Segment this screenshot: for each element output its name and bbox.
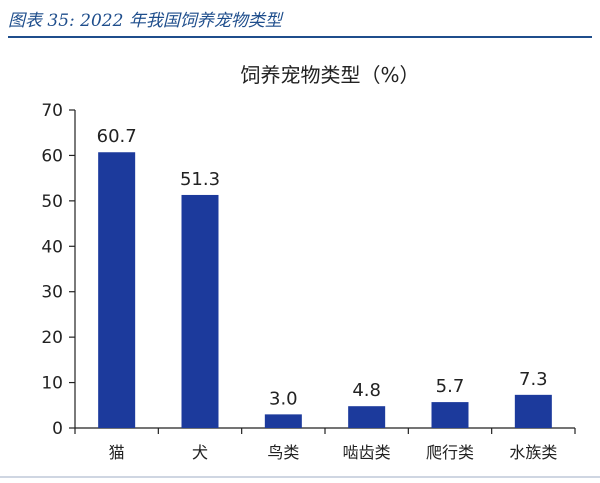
y-tick-label: 0 <box>52 419 63 439</box>
bar <box>181 194 219 428</box>
y-tick-label: 10 <box>41 374 63 394</box>
x-tick-label: 水族类 <box>509 443 557 462</box>
x-tick-label: 猫 <box>109 443 125 462</box>
y-tick-label: 70 <box>41 101 63 121</box>
bottom-divider <box>0 476 600 478</box>
data-label: 60.7 <box>97 126 137 147</box>
data-label: 4.8 <box>352 380 381 401</box>
bar <box>514 394 552 428</box>
caption-divider <box>8 36 592 38</box>
y-axis: 0 10 20 30 40 50 60 70 <box>41 101 76 439</box>
y-tick-label: 40 <box>41 237 63 257</box>
x-tick-label: 犬 <box>192 443 208 462</box>
figure-caption: 图表 35: 2022 年我国饲养宠物类型 <box>8 11 282 31</box>
data-label: 5.7 <box>436 376 465 397</box>
x-tick-label: 鸟类 <box>267 443 299 462</box>
bar <box>431 402 469 428</box>
data-label: 3.0 <box>269 388 298 409</box>
y-tick-label: 20 <box>41 328 63 348</box>
y-tick-label: 60 <box>41 146 63 166</box>
y-tick-label: 30 <box>41 283 63 303</box>
bar <box>348 406 386 428</box>
data-label: 7.3 <box>519 369 548 390</box>
bar <box>264 414 302 428</box>
x-axis: 猫 犬 鸟类 啮齿类 爬行类 水族类 <box>74 427 576 462</box>
data-label: 51.3 <box>180 169 220 190</box>
x-tick-label: 啮齿类 <box>343 443 391 462</box>
chart-title: 饲养宠物类型（%） <box>240 63 419 87</box>
bar <box>98 152 136 428</box>
bar-series: 60.7 51.3 3.0 4.8 5.7 7.3 <box>97 126 552 428</box>
x-tick-label: 爬行类 <box>426 443 474 462</box>
y-tick-label: 50 <box>41 192 63 212</box>
